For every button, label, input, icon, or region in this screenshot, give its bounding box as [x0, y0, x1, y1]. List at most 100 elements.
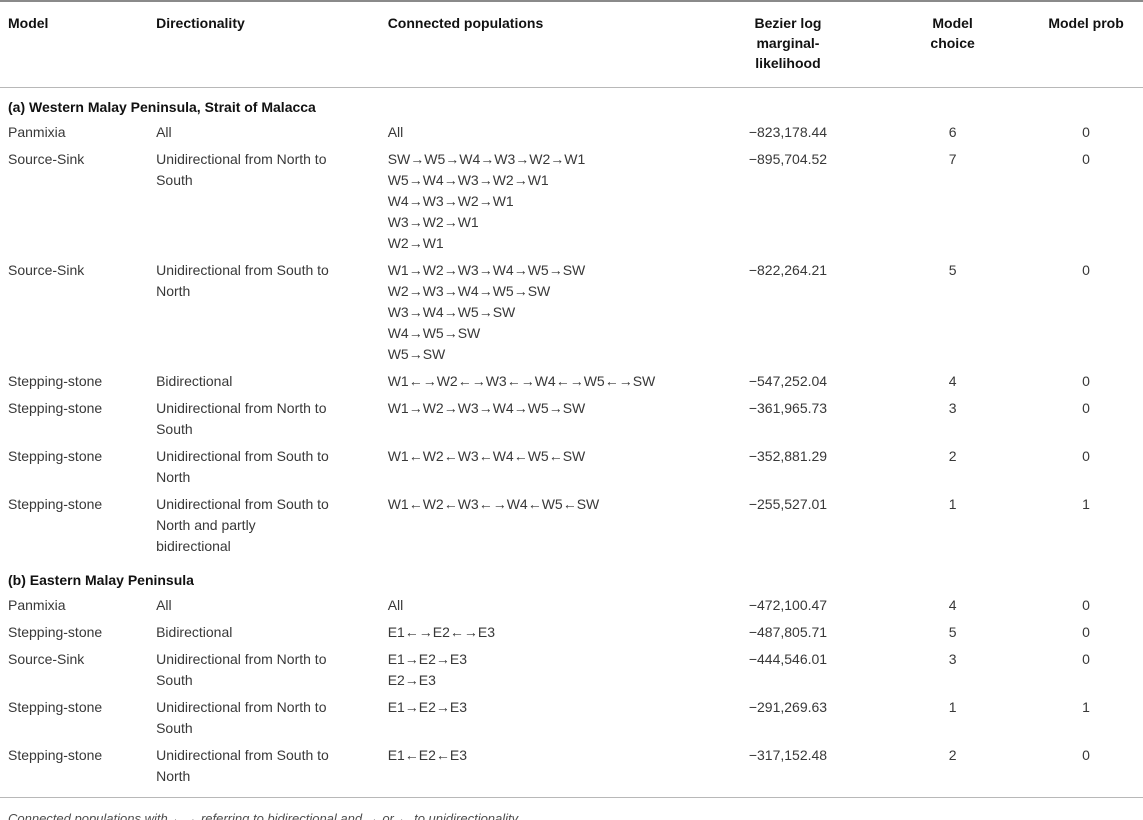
section-header: (b) Eastern Malay Peninsula	[8, 572, 194, 588]
model-prob-cell: 0	[1082, 651, 1090, 667]
model-choice-cell: 5	[948, 262, 957, 278]
table-row: Stepping-stone Unidirectional from South …	[0, 492, 1143, 561]
populations-cell: SW→W5→W4→W3→W2→W1 W5→W4→W3→W2→W1 W4→W3→W2→…	[388, 147, 700, 258]
model-choice-cell: 4	[948, 373, 957, 389]
model-prob-cell: 0	[1082, 373, 1090, 389]
directionality-cell: Unidirectional from South to North and p…	[156, 492, 388, 561]
table-header: Model Directionality Connected populatio…	[0, 1, 1143, 88]
population-path: W3→W2→W1	[387, 214, 479, 230]
table-row: Stepping-stone Unidirectional from North …	[0, 695, 1143, 743]
population-path: W5→W4→W3→W2→W1	[387, 172, 549, 188]
column-header-likelihood: Bezier log marginal-likelihood	[699, 1, 877, 88]
model-choice-cell: 3	[948, 651, 957, 667]
model-cell: Stepping-stone	[8, 400, 103, 416]
column-header-model: Model	[0, 1, 157, 88]
model-prob-cell: 0	[1082, 747, 1090, 763]
directionality-text: All	[156, 124, 172, 140]
likelihood-cell: −822,264.21	[748, 262, 828, 278]
directionality-text: Unidirectional from North to South	[156, 400, 327, 437]
populations-cell: W1→W2→W3→W4→W5→SW	[388, 396, 700, 444]
model-cell: Panmixia	[8, 124, 66, 140]
population-path: W4→W3→W2→W1	[387, 193, 514, 209]
table-row: Stepping-stone Unidirectional from South …	[0, 743, 1143, 798]
section-header: (a) Western Malay Peninsula, Strait of M…	[8, 99, 316, 115]
populations-cell: E1→E2→E3	[388, 695, 700, 743]
directionality-text: All	[156, 597, 172, 613]
population-path: W3→W4→W5→SW	[387, 304, 516, 320]
model-choice-cell: 4	[948, 597, 957, 613]
populations-cell: W1←→W2←→W3←→W4←→W5←→SW	[388, 369, 700, 396]
likelihood-cell: −895,704.52	[748, 151, 828, 167]
model-choice-cell: 3	[948, 400, 957, 416]
population-path: SW→W5→W4→W3→W2→W1	[387, 151, 586, 167]
directionality-cell: Bidirectional	[156, 369, 388, 396]
populations-cell: All	[388, 120, 700, 147]
column-header-model-choice-label: Model choice	[930, 15, 975, 51]
table-row: Stepping-stone Bidirectional E1←→E2←→E3 −48…	[0, 620, 1143, 647]
directionality-cell: Bidirectional	[156, 620, 388, 647]
population-path: E1←E2←E3	[387, 747, 468, 763]
populations-cell: W1→W2→W3→W4→W5→SW W2→W3→W4→W5→SW W3→W4→W5→…	[388, 258, 700, 369]
directionality-text: Bidirectional	[156, 624, 233, 640]
directionality-cell: Unidirectional from North to South	[156, 695, 388, 743]
population-path: All	[387, 597, 404, 613]
directionality-text: Unidirectional from North to South	[156, 151, 327, 188]
population-path: All	[387, 124, 404, 140]
section-header-row: (b) Eastern Malay Peninsula	[0, 561, 1143, 593]
column-header-connected-populations: Connected populations	[387, 1, 700, 88]
populations-cell: All	[388, 593, 700, 620]
directionality-cell: Unidirectional from North to South	[156, 396, 388, 444]
column-header-directionality: Directionality	[156, 1, 388, 88]
population-path: E2→E3	[387, 672, 436, 688]
model-cell: Stepping-stone	[8, 699, 103, 715]
model-prob-cell: 1	[1082, 699, 1090, 715]
model-choice-cell: 7	[948, 151, 957, 167]
model-cell: Stepping-stone	[8, 747, 103, 763]
model-prob-cell: 0	[1082, 124, 1090, 140]
directionality-cell: Unidirectional from South to North	[156, 258, 388, 369]
directionality-text: Unidirectional from North to South	[156, 651, 327, 688]
population-path: W2→W1	[387, 235, 444, 251]
likelihood-cell: −472,100.47	[748, 597, 828, 613]
table-row: Panmixia All All −823,178.44 6 0	[0, 120, 1143, 147]
table-footnote: Connected populations with ←→ referring …	[8, 811, 521, 820]
model-choice-cell: 1	[948, 496, 957, 512]
populations-cell: E1←E2←E3	[388, 743, 700, 798]
table-body: (a) Western Malay Peninsula, Strait of M…	[0, 88, 1143, 798]
population-path: W1←W2←W3←W4←W5←SW	[387, 448, 586, 464]
table-row: Source-Sink Unidirectional from South to …	[0, 258, 1143, 369]
model-comparison-table: Model Directionality Connected populatio…	[0, 0, 1143, 798]
likelihood-cell: −487,805.71	[748, 624, 828, 640]
table-row: Stepping-stone Unidirectional from South …	[0, 444, 1143, 492]
model-cell: Stepping-stone	[8, 448, 103, 464]
model-prob-cell: 1	[1082, 496, 1090, 512]
directionality-text: Bidirectional	[156, 373, 233, 389]
directionality-text: Unidirectional from South to North	[156, 448, 329, 485]
population-path: W1→W2→W3→W4→W5→SW	[387, 400, 586, 416]
model-prob-cell: 0	[1082, 597, 1090, 613]
model-cell: Source-Sink	[8, 151, 85, 167]
model-choice-cell: 5	[948, 624, 957, 640]
model-cell: Stepping-stone	[8, 373, 103, 389]
column-header-model-prob: Model prob	[1029, 1, 1143, 88]
populations-cell: W1←W2←W3←W4←W5←SW	[388, 444, 700, 492]
likelihood-cell: −547,252.04	[748, 373, 828, 389]
population-path: W4→W5→SW	[387, 325, 481, 341]
model-prob-cell: 0	[1082, 151, 1090, 167]
model-cell: Panmixia	[8, 597, 66, 613]
population-path: E1←→E2←→E3	[387, 624, 496, 640]
directionality-text: Unidirectional from South to North and p…	[156, 496, 329, 554]
table-row: Panmixia All All −472,100.47 4 0	[0, 593, 1143, 620]
population-path: W5→SW	[387, 346, 446, 362]
population-path: W1←→W2←→W3←→W4←→W5←→SW	[387, 373, 656, 389]
model-prob-cell: 0	[1082, 400, 1090, 416]
populations-cell: E1←→E2←→E3	[388, 620, 700, 647]
populations-cell: E1→E2→E3 E2→E3	[388, 647, 700, 695]
directionality-cell: Unidirectional from North to South	[156, 647, 388, 695]
model-choice-cell: 2	[948, 747, 957, 763]
model-cell: Source-Sink	[8, 651, 85, 667]
likelihood-cell: −255,527.01	[748, 496, 828, 512]
likelihood-cell: −317,152.48	[748, 747, 828, 763]
likelihood-cell: −291,269.63	[748, 699, 828, 715]
